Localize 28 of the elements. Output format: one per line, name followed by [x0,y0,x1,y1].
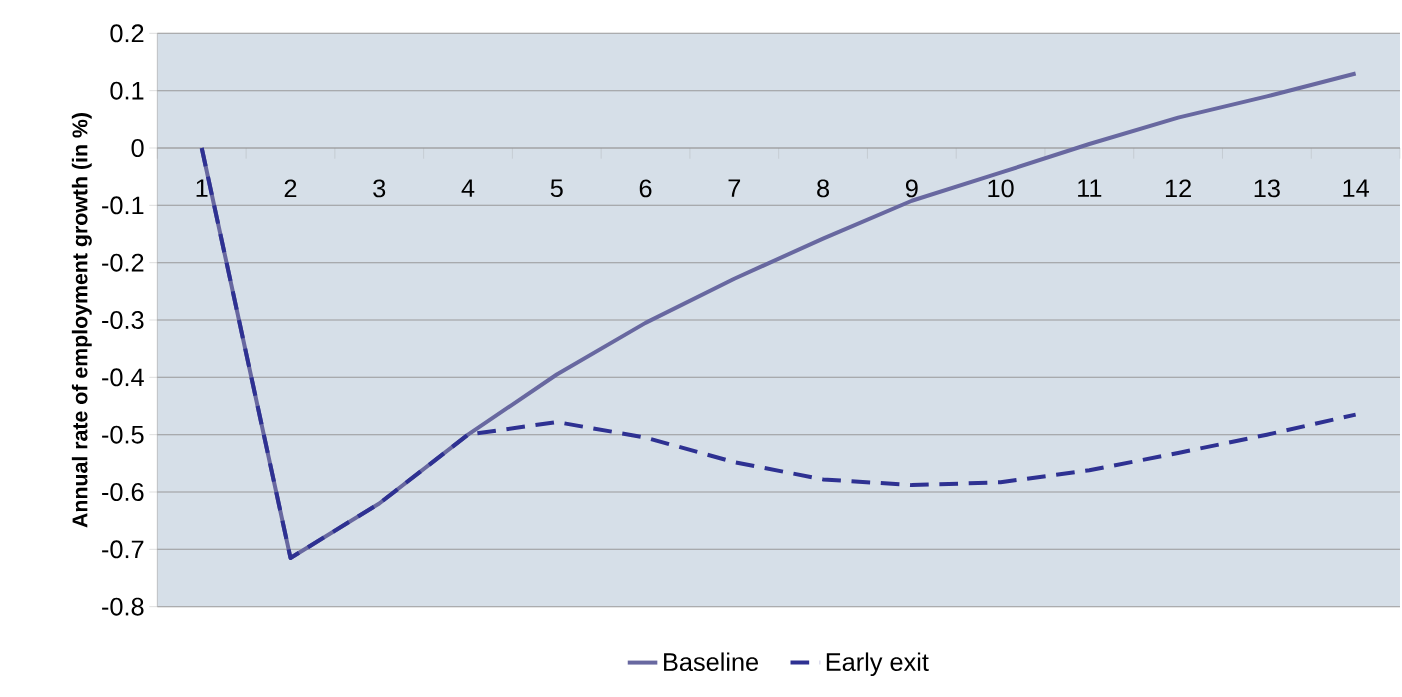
x-tick-label: 9 [905,179,918,198]
y-tick-label: -0.3 [102,311,144,329]
y-tick-label: -0.8 [102,597,144,616]
x-tick-label: 1 [196,179,208,197]
x-tick-label: 14 [1343,179,1369,197]
y-axis-title: Annual rate of employment growth (in %) [71,113,92,528]
x-tick-label: 8 [817,179,829,198]
y-tick-label: -0.1 [102,196,144,215]
x-tick-label: 13 [1254,179,1280,198]
x-tick-label: 12 [1165,179,1191,198]
y-tick-label: -0.2 [102,253,144,272]
y-tick-label: 0.2 [110,24,144,43]
x-tick-label: 3 [373,179,386,198]
x-tick-label: 10 [988,179,1014,198]
y-tick-label: -0.4 [102,368,144,387]
y-tick-label: -0.6 [102,483,144,501]
y-tick-label: -0.7 [102,540,144,559]
y-tick-label: 0.1 [110,81,144,100]
y-tick-label: -0.5 [102,425,144,444]
x-tick-label: 11 [1078,179,1102,197]
x-tick-label: 2 [284,179,297,198]
y-tick-label: 0 [131,139,144,157]
x-tick-label: 6 [639,179,652,198]
legend-label: Early exit [826,652,929,677]
x-tick-label: 5 [550,179,563,198]
legend-label: Baseline [664,652,759,672]
x-tick-label: 4 [461,179,475,197]
x-tick-label: 7 [728,179,741,197]
